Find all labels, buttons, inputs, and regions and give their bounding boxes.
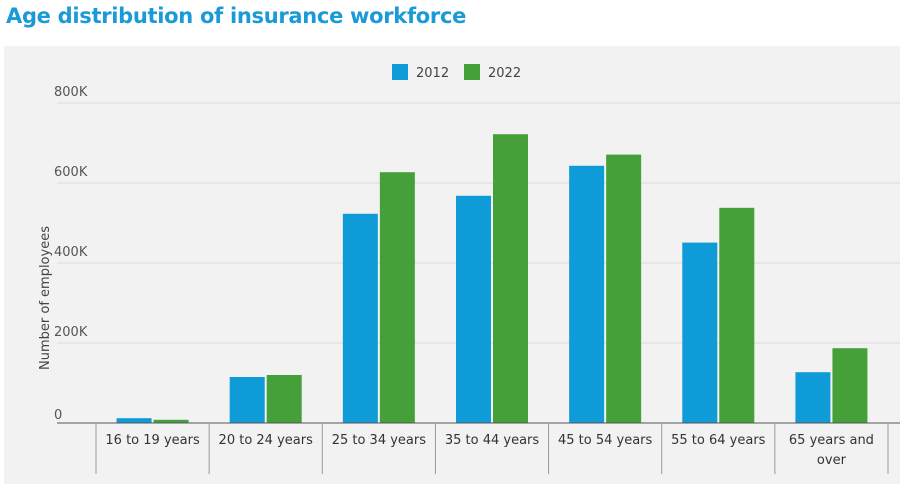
- bar-2022-3: [493, 134, 528, 423]
- x-tick-label: 45 to 54 years: [558, 433, 653, 448]
- bar-2022-0: [153, 419, 189, 423]
- bar-2012-0: [116, 418, 152, 423]
- y-axis-label: Number of employees: [38, 226, 53, 370]
- y-axis-ticks: 0 200K 400K 600K 800K: [54, 85, 88, 423]
- bar-2012-2: [342, 213, 378, 423]
- legend-swatch-2012: [392, 64, 408, 80]
- chart-title: Age distribution of insurance workforce: [6, 4, 467, 28]
- x-axis: 16 to 19 years 20 to 24 years 25 to 34 yea…: [57, 422, 900, 474]
- x-tick-label: 65 years and over: [789, 433, 874, 468]
- bar-2022-2: [379, 172, 415, 423]
- y-tick-label: 600K: [54, 165, 88, 180]
- bar-2022-4: [606, 154, 642, 423]
- bar-2022-5: [719, 207, 755, 423]
- legend-label-2012: 2012: [416, 66, 449, 81]
- bar-2012-5: [682, 242, 718, 423]
- x-tick-label: 55 to 64 years: [671, 433, 766, 448]
- chart-panel: 0 200K 400K 600K 800K 16 to 19 years 20 to 24…: [4, 46, 900, 484]
- x-tick-label: 16 to 19 years: [105, 433, 200, 448]
- bar-2012-4: [569, 165, 605, 424]
- legend-swatch-2022: [464, 64, 480, 80]
- x-tick-label: 25 to 34 years: [332, 433, 427, 448]
- x-tick-label: 35 to 44 years: [445, 433, 540, 448]
- bar-2022-6: [832, 348, 868, 423]
- bar-chart: 0 200K 400K 600K 800K 16 to 19 years 20 to 24…: [38, 64, 900, 474]
- y-tick-label: 800K: [54, 85, 88, 100]
- bar-2012-3: [456, 195, 491, 423]
- bar-2022-1: [266, 375, 302, 423]
- y-tick-label: 200K: [54, 325, 88, 340]
- legend-label-2022: 2022: [488, 66, 521, 81]
- bar-2012-6: [795, 372, 831, 423]
- y-tick-label: 400K: [54, 245, 88, 260]
- x-tick-label: 20 to 24 years: [219, 433, 314, 448]
- bars: [116, 134, 868, 424]
- y-tick-label: 0: [54, 408, 62, 423]
- bar-2012-1: [229, 377, 265, 423]
- legend: 2012 2022: [392, 64, 521, 81]
